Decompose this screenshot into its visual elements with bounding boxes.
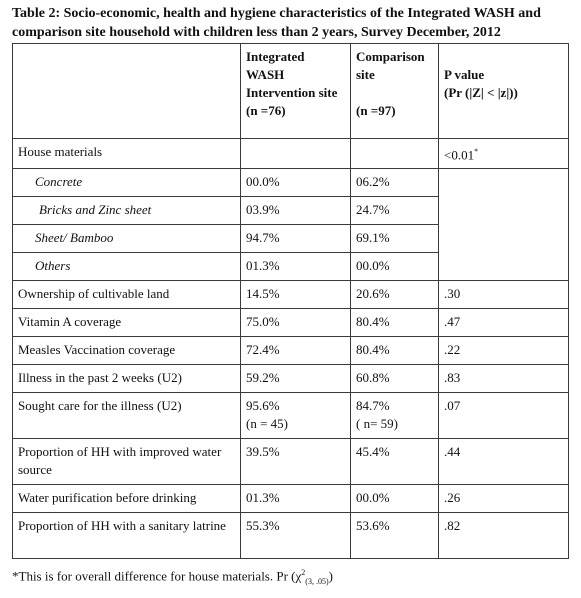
cell-intervention: 95.6% (n = 45) bbox=[240, 392, 351, 440]
cell-pvalue: .44 bbox=[438, 438, 569, 486]
row-label: Ownership of cultivable land bbox=[12, 280, 241, 310]
cell-pvalue: .82 bbox=[438, 512, 569, 560]
table-row: Sheet/ Bamboo 94.7% 69.1% bbox=[12, 224, 569, 254]
cell-pvalue: .83 bbox=[438, 364, 569, 394]
footnote-text: *This is for overall difference for hous… bbox=[12, 568, 302, 584]
cell-comparison: 60.8% bbox=[350, 364, 439, 394]
cell-subvalue: ( n= 59) bbox=[356, 416, 398, 432]
cell-comparison: 00.0% bbox=[350, 252, 439, 282]
data-table: Integrated WASH Intervention site (n =76… bbox=[12, 43, 569, 560]
table-row: Illness in the past 2 weeks (U2) 59.2% 6… bbox=[12, 364, 569, 394]
cell-pvalue: .30 bbox=[438, 280, 569, 310]
cell-intervention: 72.4% bbox=[240, 336, 351, 366]
header-text: P value bbox=[444, 67, 485, 82]
table-row: Vitamin A coverage 75.0% 80.4% .47 bbox=[12, 308, 569, 338]
row-label: Proportion of HH with improved water sou… bbox=[12, 438, 241, 486]
cell-intervention: 14.5% bbox=[240, 280, 351, 310]
cell-comparison: 45.4% bbox=[350, 438, 439, 486]
row-label: Water purification before drinking bbox=[12, 484, 241, 514]
header-text: (Pr (|Z| < |z|)) bbox=[444, 85, 518, 100]
cell-pvalue bbox=[438, 196, 569, 225]
footnote-sub: (3, .05) bbox=[305, 576, 329, 586]
header-text: Intervention site bbox=[246, 85, 338, 100]
row-label: Sought care for the illness (U2) bbox=[12, 392, 241, 440]
row-label: Concrete bbox=[12, 168, 241, 198]
cell-pvalue bbox=[438, 224, 569, 253]
table-row: Ownership of cultivable land 14.5% 20.6%… bbox=[12, 280, 569, 310]
cell-comparison: 53.6% bbox=[350, 512, 439, 560]
header-cell-intervention: Integrated WASH Intervention site (n =76… bbox=[240, 43, 351, 139]
cell-intervention: 94.7% bbox=[240, 224, 351, 254]
cell-pvalue bbox=[438, 252, 569, 282]
cell-value: 84.7% bbox=[356, 398, 390, 414]
cell-intervention: 03.9% bbox=[240, 196, 351, 226]
cell-comparison bbox=[350, 137, 439, 170]
header-cell-variable bbox=[12, 43, 241, 139]
cell-comparison: 24.7% bbox=[350, 196, 439, 226]
cell-intervention: 00.0% bbox=[240, 168, 351, 198]
header-cell-comparison: Comparison site (n =97) bbox=[350, 43, 439, 139]
header-text: (n =97) bbox=[356, 103, 396, 118]
header-text: Integrated bbox=[246, 49, 305, 64]
cell-intervention: 01.3% bbox=[240, 484, 351, 514]
cell-pvalue: .22 bbox=[438, 336, 569, 366]
cell-comparison: 84.7% ( n= 59) bbox=[350, 392, 439, 440]
cell-intervention: 59.2% bbox=[240, 364, 351, 394]
cell-pvalue: .26 bbox=[438, 484, 569, 514]
cell-pvalue bbox=[438, 168, 569, 197]
pvalue-text: <0.01 bbox=[444, 147, 475, 163]
table-header-row: Integrated WASH Intervention site (n =76… bbox=[12, 43, 569, 139]
cell-subvalue: (n = 45) bbox=[246, 416, 288, 432]
cell-comparison: 06.2% bbox=[350, 168, 439, 198]
table-row: Proportion of HH with improved water sou… bbox=[12, 438, 569, 486]
table-row: Water purification before drinking 01.3%… bbox=[12, 484, 569, 514]
cell-comparison: 69.1% bbox=[350, 224, 439, 254]
row-label: Measles Vaccination coverage bbox=[12, 336, 241, 366]
table-row: Measles Vaccination coverage 72.4% 80.4%… bbox=[12, 336, 569, 366]
table-footnote: *This is for overall difference for hous… bbox=[12, 564, 572, 591]
row-label: Proportion of HH with a sanitary latrine bbox=[12, 512, 241, 560]
table-row: Others 01.3% 00.0% bbox=[12, 252, 569, 282]
cell-comparison: 80.4% bbox=[350, 308, 439, 338]
cell-intervention bbox=[240, 137, 351, 170]
cell-intervention: 55.3% bbox=[240, 512, 351, 560]
table-row: Sought care for the illness (U2) 95.6% (… bbox=[12, 392, 569, 440]
header-cell-pvalue: P value (Pr (|Z| < |z|)) bbox=[438, 43, 569, 139]
cell-comparison: 00.0% bbox=[350, 484, 439, 514]
cell-value: 95.6% bbox=[246, 398, 280, 414]
row-label: House materials bbox=[12, 137, 241, 170]
header-text: site bbox=[356, 67, 375, 82]
pvalue-sup: * bbox=[474, 147, 479, 156]
header-text: WASH bbox=[246, 67, 285, 82]
cell-intervention: 75.0% bbox=[240, 308, 351, 338]
cell-pvalue: <0.01* bbox=[438, 137, 569, 170]
header-text: (n =76) bbox=[246, 103, 286, 118]
cell-intervention: 39.5% bbox=[240, 438, 351, 486]
table-row: Concrete 00.0% 06.2% bbox=[12, 168, 569, 198]
cell-pvalue: .07 bbox=[438, 392, 569, 440]
cell-intervention: 01.3% bbox=[240, 252, 351, 282]
row-label: Bricks and Zinc sheet bbox=[12, 196, 241, 226]
cell-pvalue: .47 bbox=[438, 308, 569, 338]
footnote-sup: 2 bbox=[301, 568, 306, 577]
table-row: House materials <0.01* bbox=[12, 137, 569, 170]
table-row: Bricks and Zinc sheet 03.9% 24.7% bbox=[12, 196, 569, 226]
row-label: Sheet/ Bamboo bbox=[12, 224, 241, 254]
cell-comparison: 20.6% bbox=[350, 280, 439, 310]
footnote-end: ) bbox=[328, 568, 333, 584]
row-label: Vitamin A coverage bbox=[12, 308, 241, 338]
row-label: Others bbox=[12, 252, 241, 282]
table-caption: Table 2: Socio-economic, health and hygi… bbox=[12, 6, 541, 40]
header-text: Comparison bbox=[356, 49, 425, 64]
row-label: Illness in the past 2 weeks (U2) bbox=[12, 364, 241, 394]
table-row: Proportion of HH with a sanitary latrine… bbox=[12, 512, 569, 560]
cell-comparison: 80.4% bbox=[350, 336, 439, 366]
